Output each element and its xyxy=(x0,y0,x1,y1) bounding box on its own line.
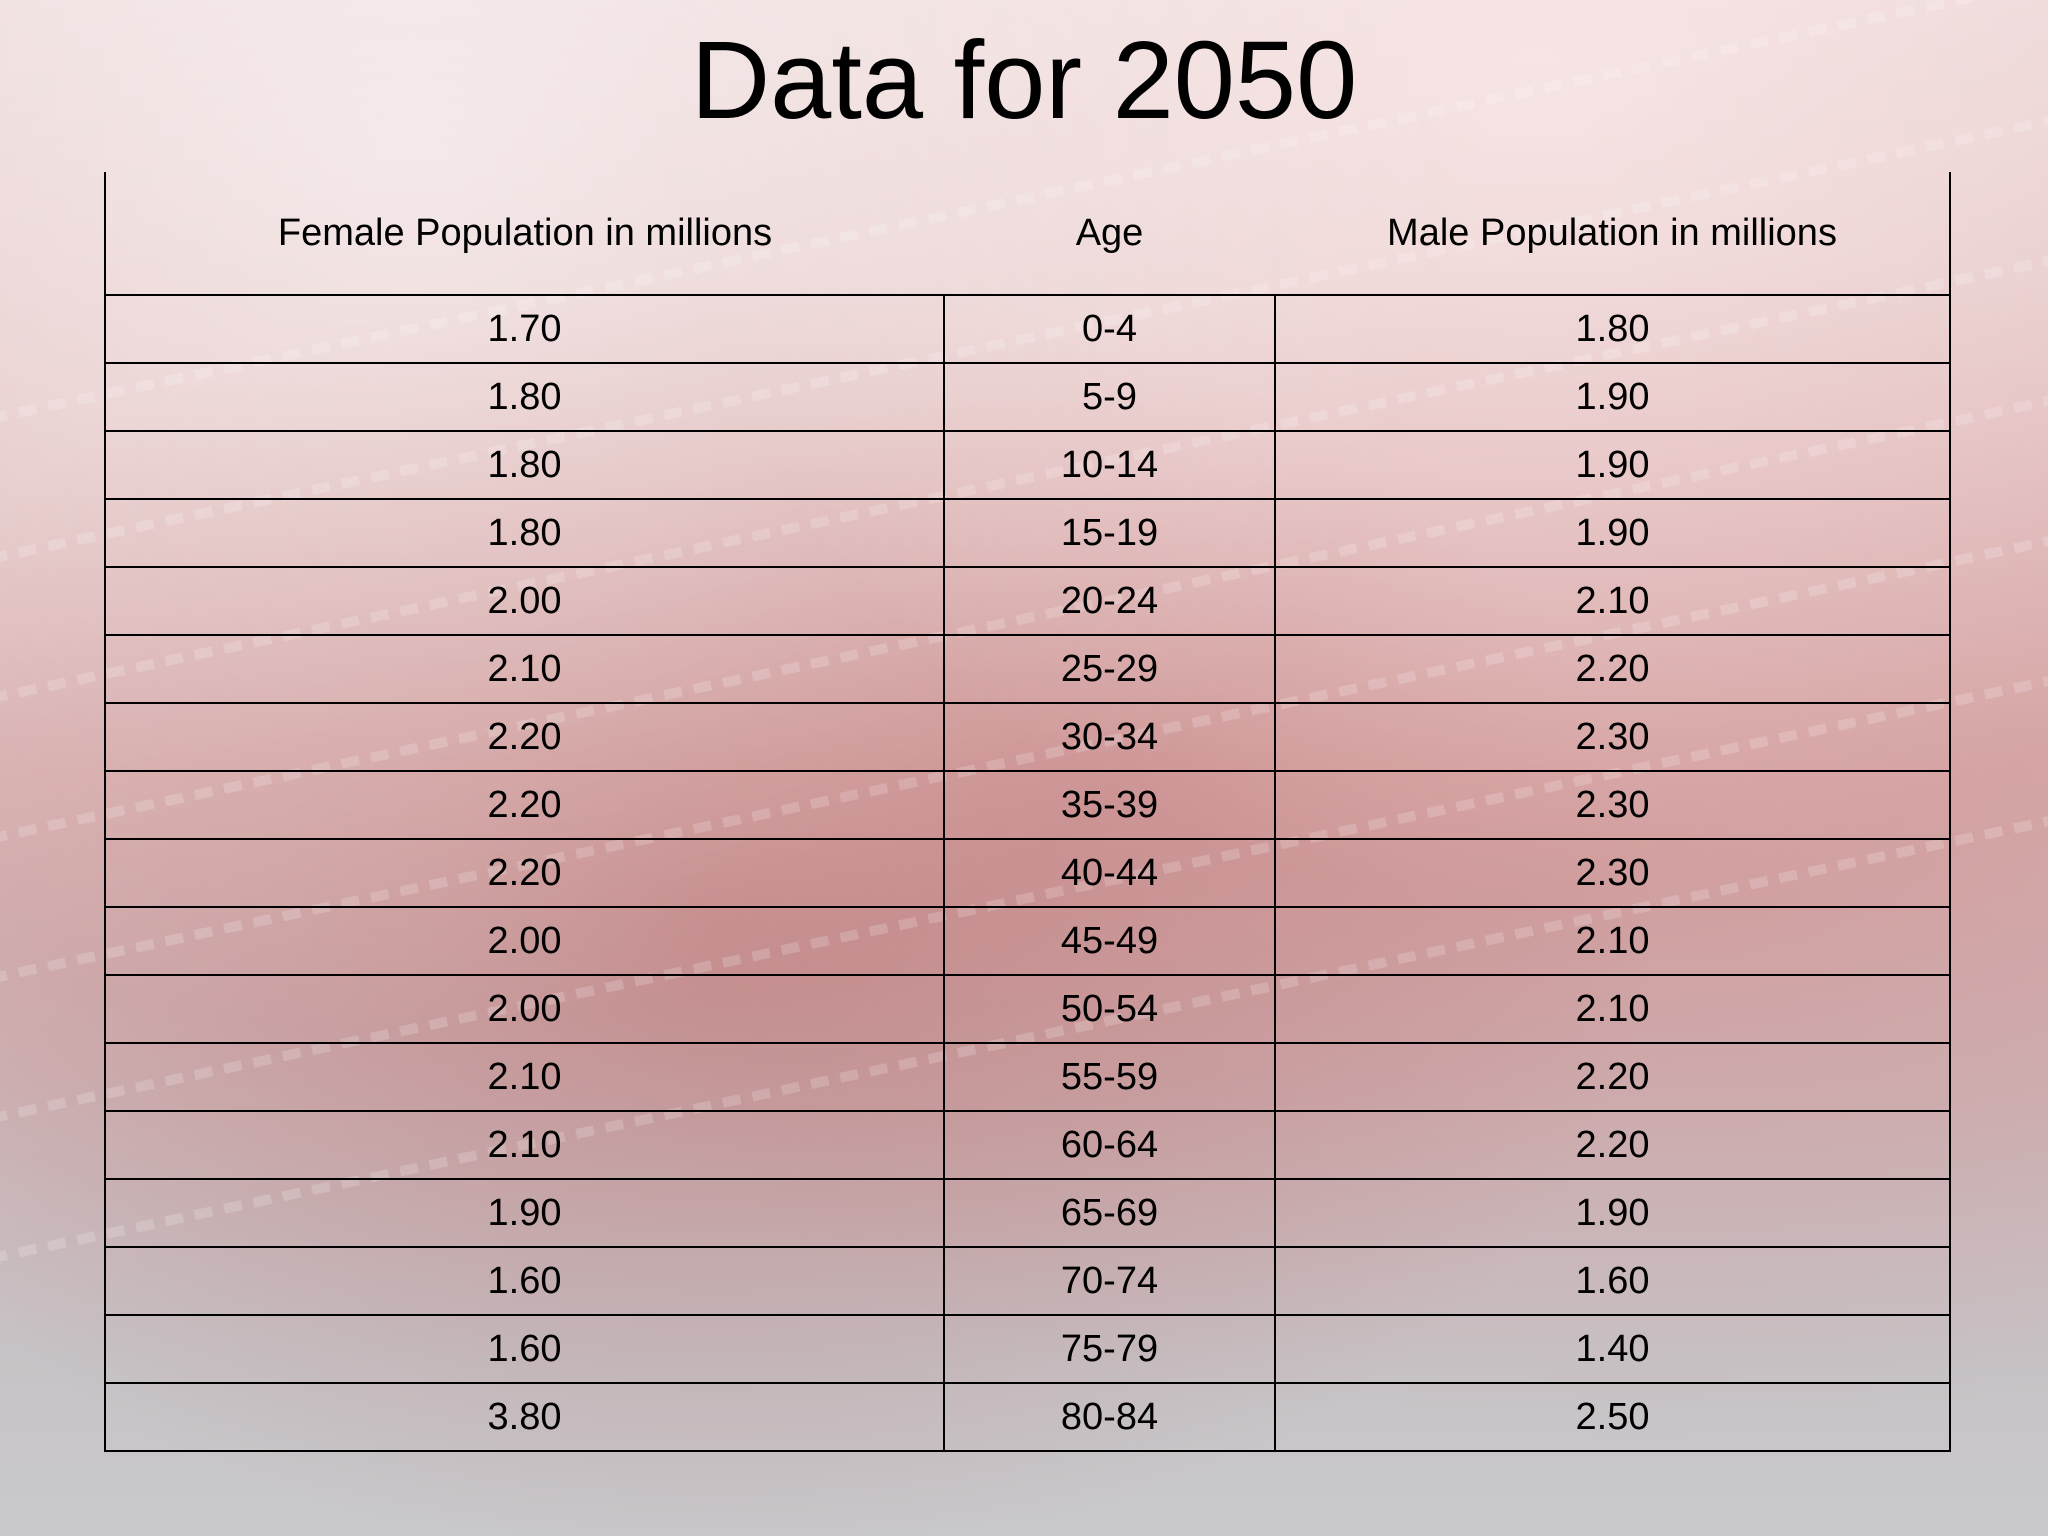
female-population-cell: 1.90 xyxy=(104,1178,945,1248)
female-population-cell: 2.00 xyxy=(104,974,945,1044)
age-cell: 65-69 xyxy=(943,1178,1276,1248)
female-population-cell: 1.60 xyxy=(104,1314,945,1384)
table-row: 1.80 15-19 1.90 xyxy=(104,498,1951,568)
female-population-cell: 1.70 xyxy=(104,294,945,364)
female-population-cell: 1.80 xyxy=(104,498,945,568)
female-population-cell: 2.00 xyxy=(104,906,945,976)
age-cell: 70-74 xyxy=(943,1246,1276,1316)
population-table: Female Population in millions Age Male P… xyxy=(104,172,1951,1452)
male-population-cell: 1.60 xyxy=(1274,1246,1951,1316)
female-population-cell: 1.60 xyxy=(104,1246,945,1316)
male-population-cell: 2.10 xyxy=(1274,974,1951,1044)
table-row: 2.00 20-24 2.10 xyxy=(104,566,1951,636)
female-population-cell: 2.10 xyxy=(104,634,945,704)
male-population-cell: 1.90 xyxy=(1274,362,1951,432)
age-cell: 40-44 xyxy=(943,838,1276,908)
table-row: 2.10 55-59 2.20 xyxy=(104,1042,1951,1112)
female-population-cell: 2.20 xyxy=(104,838,945,908)
female-population-cell: 2.10 xyxy=(104,1042,945,1112)
age-cell: 75-79 xyxy=(943,1314,1276,1384)
table-row: 2.10 25-29 2.20 xyxy=(104,634,1951,704)
female-population-cell: 1.80 xyxy=(104,362,945,432)
male-population-cell: 2.10 xyxy=(1274,906,1951,976)
female-population-cell: 2.20 xyxy=(104,770,945,840)
age-cell: 20-24 xyxy=(943,566,1276,636)
male-population-cell: 2.30 xyxy=(1274,838,1951,908)
age-cell: 45-49 xyxy=(943,906,1276,976)
table-header-row: Female Population in millions Age Male P… xyxy=(104,172,1951,296)
table-row: 1.80 10-14 1.90 xyxy=(104,430,1951,500)
table-row: 2.20 40-44 2.30 xyxy=(104,838,1951,908)
female-population-cell: 3.80 xyxy=(104,1382,945,1452)
age-cell: 0-4 xyxy=(943,294,1276,364)
male-population-cell: 2.20 xyxy=(1274,1110,1951,1180)
male-population-cell: 2.30 xyxy=(1274,702,1951,772)
age-cell: 30-34 xyxy=(943,702,1276,772)
age-cell: 15-19 xyxy=(943,498,1276,568)
age-cell: 35-39 xyxy=(943,770,1276,840)
table-row: 1.60 75-79 1.40 xyxy=(104,1314,1951,1384)
male-population-cell: 1.40 xyxy=(1274,1314,1951,1384)
table-row: 3.80 80-84 2.50 xyxy=(104,1382,1951,1452)
male-population-cell: 2.50 xyxy=(1274,1382,1951,1452)
slide-title: Data for 2050 xyxy=(690,19,1358,142)
table-row: 1.70 0-4 1.80 xyxy=(104,294,1951,364)
age-cell: 80-84 xyxy=(943,1382,1276,1452)
male-population-cell: 2.20 xyxy=(1274,1042,1951,1112)
population-table-container: Female Population in millions Age Male P… xyxy=(104,172,1951,1452)
table-row: 2.00 50-54 2.10 xyxy=(104,974,1951,1044)
table-row: 2.20 35-39 2.30 xyxy=(104,770,1951,840)
male-population-cell: 2.20 xyxy=(1274,634,1951,704)
age-cell: 50-54 xyxy=(943,974,1276,1044)
age-cell: 55-59 xyxy=(943,1042,1276,1112)
male-population-cell: 1.90 xyxy=(1274,430,1951,500)
age-header: Age xyxy=(944,172,1275,296)
female-population-cell: 2.10 xyxy=(104,1110,945,1180)
female-population-cell: 2.00 xyxy=(104,566,945,636)
table-row: 2.00 45-49 2.10 xyxy=(104,906,1951,976)
table-row: 1.60 70-74 1.60 xyxy=(104,1246,1951,1316)
male-population-cell: 1.90 xyxy=(1274,498,1951,568)
age-cell: 60-64 xyxy=(943,1110,1276,1180)
female-population-cell: 2.20 xyxy=(104,702,945,772)
male-population-cell: 1.80 xyxy=(1274,294,1951,364)
table-row: 1.80 5-9 1.90 xyxy=(104,362,1951,432)
age-cell: 5-9 xyxy=(943,362,1276,432)
male-population-cell: 2.30 xyxy=(1274,770,1951,840)
male-population-cell: 2.10 xyxy=(1274,566,1951,636)
female-population-cell: 1.80 xyxy=(104,430,945,500)
male-population-header: Male Population in millions xyxy=(1275,172,1951,296)
table-row: 2.20 30-34 2.30 xyxy=(104,702,1951,772)
male-population-cell: 1.90 xyxy=(1274,1178,1951,1248)
age-cell: 10-14 xyxy=(943,430,1276,500)
female-population-header: Female Population in millions xyxy=(104,172,944,296)
table-row: 2.10 60-64 2.20 xyxy=(104,1110,1951,1180)
age-cell: 25-29 xyxy=(943,634,1276,704)
table-row: 1.90 65-69 1.90 xyxy=(104,1178,1951,1248)
table-body: 1.70 0-4 1.80 1.80 5-9 1.90 1.80 10-14 1.90 1.80 1… xyxy=(104,294,1951,1452)
